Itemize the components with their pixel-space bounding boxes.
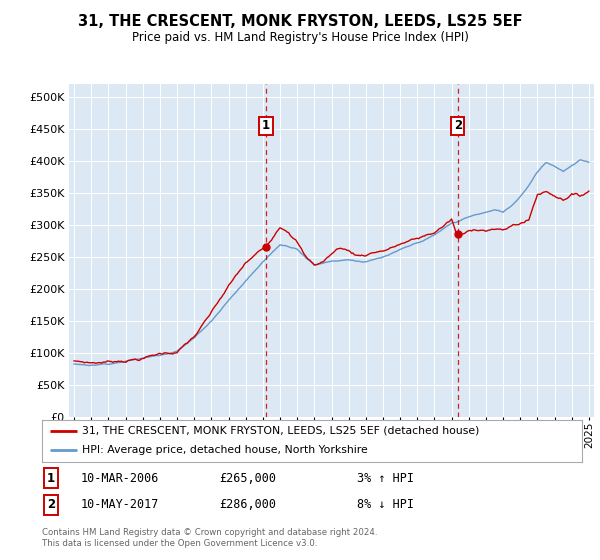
Text: 3% ↑ HPI: 3% ↑ HPI <box>357 472 414 484</box>
Text: 10-MAY-2017: 10-MAY-2017 <box>81 498 160 511</box>
Text: 31, THE CRESCENT, MONK FRYSTON, LEEDS, LS25 5EF: 31, THE CRESCENT, MONK FRYSTON, LEEDS, L… <box>77 14 523 29</box>
Text: 2: 2 <box>47 498 55 511</box>
Text: Price paid vs. HM Land Registry's House Price Index (HPI): Price paid vs. HM Land Registry's House … <box>131 31 469 44</box>
Text: £286,000: £286,000 <box>219 498 276 511</box>
Text: 10-MAR-2006: 10-MAR-2006 <box>81 472 160 484</box>
Text: 2: 2 <box>454 119 462 132</box>
Text: £265,000: £265,000 <box>219 472 276 484</box>
Text: HPI: Average price, detached house, North Yorkshire: HPI: Average price, detached house, Nort… <box>83 445 368 455</box>
Text: 8% ↓ HPI: 8% ↓ HPI <box>357 498 414 511</box>
Text: 1: 1 <box>262 119 270 132</box>
Text: 31, THE CRESCENT, MONK FRYSTON, LEEDS, LS25 5EF (detached house): 31, THE CRESCENT, MONK FRYSTON, LEEDS, L… <box>83 426 480 436</box>
Text: Contains HM Land Registry data © Crown copyright and database right 2024.
This d: Contains HM Land Registry data © Crown c… <box>42 528 377 548</box>
Text: 1: 1 <box>47 472 55 484</box>
